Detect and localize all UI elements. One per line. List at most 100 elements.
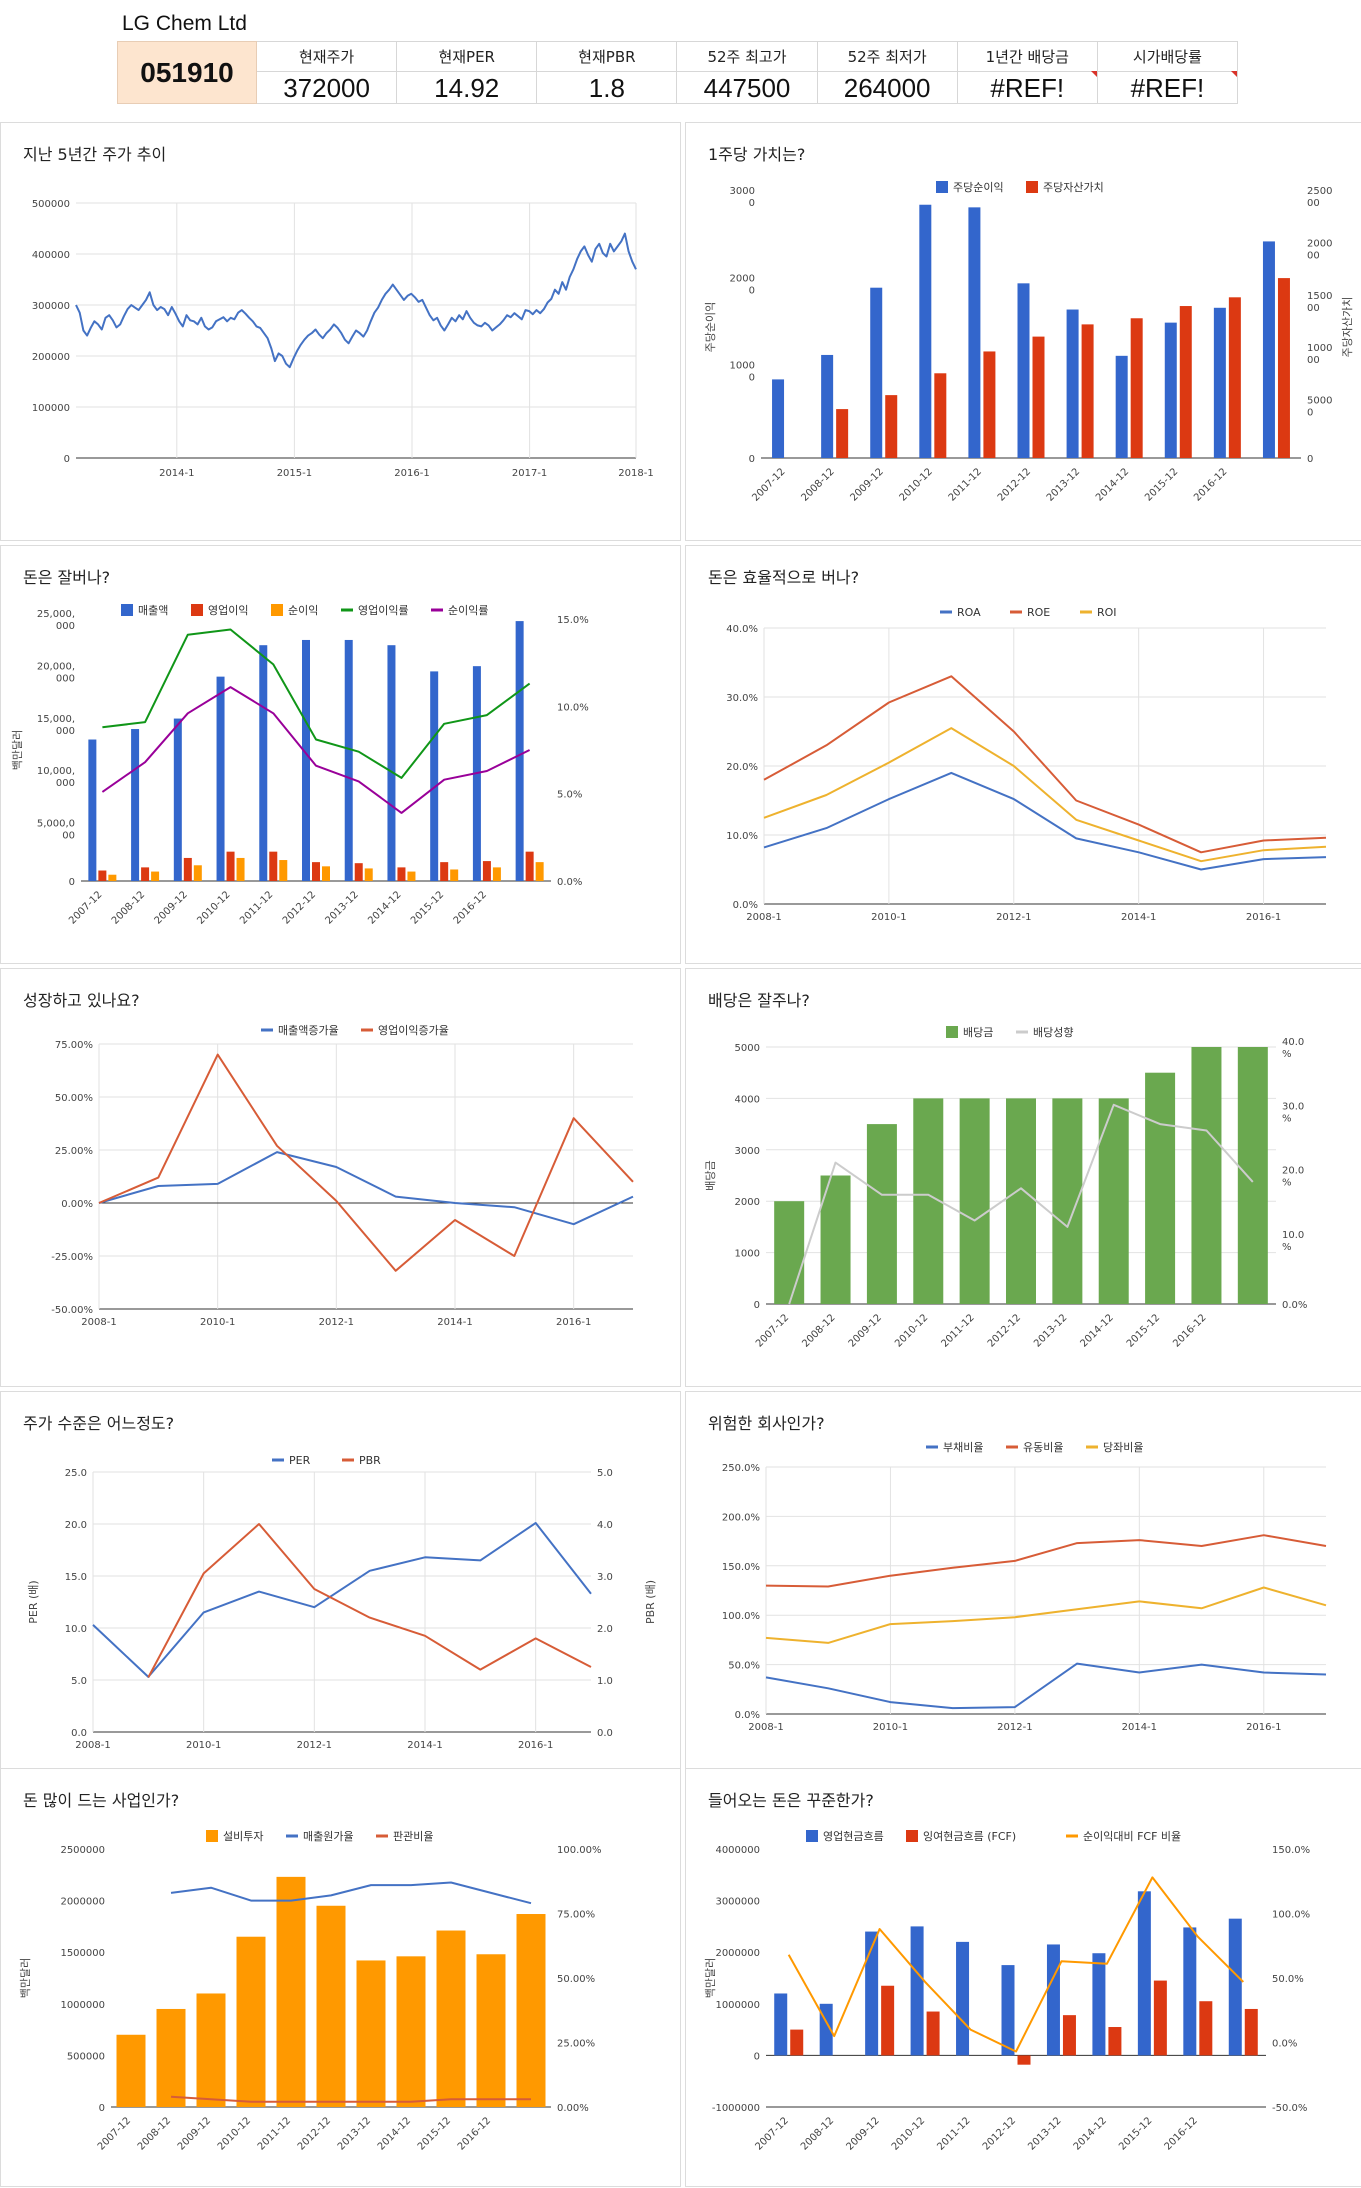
y2-tick-label: 5.0 (597, 1468, 613, 1479)
legend-swatch (191, 604, 203, 616)
legend-label: 순이익 (288, 604, 318, 617)
y-tick-label: 0 (69, 877, 75, 888)
x-tick-label: 2010-1 (871, 912, 906, 923)
series-line (763, 771, 1327, 871)
bar (926, 2011, 940, 2056)
y-tick-label: 1500000 (60, 1948, 105, 1959)
legend-swatch (936, 181, 948, 193)
bar (968, 207, 981, 458)
bar (322, 866, 330, 881)
bar (959, 1098, 990, 1304)
x-tick-label: 2012-12 (996, 466, 1033, 503)
y-tick-label: 200.0% (722, 1512, 760, 1523)
bar (516, 1914, 546, 2107)
legend-label: 순이익률 (448, 604, 488, 617)
bar (151, 871, 160, 881)
bar (1032, 336, 1045, 458)
y-axis-label: 백만달러 (11, 730, 24, 770)
x-tick-label: 2008-1 (748, 1722, 783, 1733)
bar (535, 862, 544, 881)
panel-cashflow: 들어오는 돈은 꾸준한가? 4000000 3000000 2000000 10000… (685, 1768, 1361, 2187)
bar (476, 1954, 506, 2107)
bar (436, 1930, 466, 2107)
bar (356, 1960, 386, 2107)
bar (226, 851, 235, 881)
bar (910, 1926, 924, 2056)
y-tick-label: -50.00% (51, 1305, 93, 1316)
y-axis-label: 배당금 (704, 1160, 717, 1190)
bar (88, 739, 97, 881)
bar (836, 409, 849, 458)
y-tick-label: 5,000,0 00 (37, 819, 75, 842)
legend-swatch (1026, 181, 1038, 193)
x-tick-label: 2014-1 (1122, 1722, 1157, 1733)
bar (492, 867, 501, 881)
bar (216, 676, 225, 881)
chart-dividend: 5000 4000 3000 2000 1000 0 40.0 % 30.0 % 20.0 % 10.0… (704, 1026, 1307, 1350)
y-tick-label: 50.0% (728, 1661, 760, 1672)
bar (774, 1201, 805, 1304)
bar (354, 863, 363, 881)
x-tick-label: 2010-12 (195, 889, 232, 926)
y2-tick-label: 5000 0 (1307, 396, 1332, 419)
company-name: LG Chem Ltd (122, 12, 247, 35)
x-tick-label: 2014-12 (376, 2115, 413, 2152)
bar (772, 379, 785, 458)
x-tick-label: 2013-12 (1032, 1312, 1069, 1349)
bar (983, 351, 996, 458)
y2-tick-label: 25.00% (557, 2039, 595, 2050)
metric-value: #REF! (990, 73, 1065, 103)
metric-value: 264000 (843, 73, 931, 103)
bar (1092, 1953, 1106, 2056)
x-tick-label: 2013-12 (1045, 466, 1082, 503)
y-tick-label: 100000 (32, 403, 70, 414)
chart-valuation: 25.0 20.0 15.0 10.0 5.0 0.0 5.0 4.0 3.0 2.0 1.0 0.0… (27, 1454, 657, 1751)
series-line (765, 1662, 1327, 1710)
y-tick-label: 75.00% (55, 1040, 93, 1051)
metric-52w-low: 52주 최저가 264000 (817, 41, 958, 104)
x-tick-label: 2007-12 (96, 2115, 133, 2152)
y2-tick-label: 0 (1307, 454, 1313, 465)
y-tick-label: 3000 (735, 1146, 760, 1157)
y-tick-label: 500000 (32, 199, 70, 210)
metric-current-pbr: 현재PBR 1.8 (537, 41, 678, 104)
metric-value: 14.92 (434, 73, 500, 103)
bar (1017, 283, 1030, 458)
bar (870, 287, 883, 458)
bar (279, 860, 288, 881)
y-tick-label: 2000 0 (730, 273, 755, 296)
x-tick-label: 2014-12 (1072, 2115, 1109, 2152)
bar (919, 204, 932, 458)
series-line (102, 628, 531, 779)
x-tick-label: 2011-12 (256, 2115, 293, 2152)
chart-title: 1주당 가치는? (708, 145, 806, 164)
y-tick-label: 25.0 (65, 1468, 87, 1479)
bar (440, 862, 449, 881)
bar (316, 1905, 346, 2107)
y2-tick-label: 30.0% (1282, 1101, 1304, 1124)
x-tick-label: 2010-1 (200, 1317, 235, 1328)
legend-label: 배당금 (963, 1026, 993, 1039)
legend-label: 주당순이익 (953, 181, 1004, 194)
legend-label: PBR (359, 1454, 381, 1467)
bar (1228, 297, 1241, 458)
bar (344, 639, 353, 881)
bar (821, 354, 834, 458)
x-tick-label: 2016-12 (1171, 1312, 1208, 1349)
x-tick-label: 2007-12 (754, 1312, 791, 1349)
x-tick-label: 2010-12 (898, 466, 935, 503)
bar (1237, 1047, 1268, 1304)
bar (396, 1956, 426, 2107)
y2-tick-label: 50.00% (557, 1974, 595, 1985)
y-axis-label: PER (배) (27, 1580, 40, 1623)
bar (1262, 241, 1275, 458)
y-tick-label: 40.0% (726, 624, 758, 635)
bar (302, 639, 310, 881)
x-tick-label: 2012-1 (297, 1740, 332, 1751)
metric-current-price: 현재주가 372000 (257, 41, 398, 104)
bar (98, 870, 107, 881)
legend-label: 순이익대비 FCF 비율 (1083, 1830, 1181, 1843)
series-line (170, 1881, 532, 1905)
y2-tick-label: 50.0% (1272, 1974, 1304, 1985)
x-tick-label: 2016-12 (1163, 2115, 1200, 2152)
